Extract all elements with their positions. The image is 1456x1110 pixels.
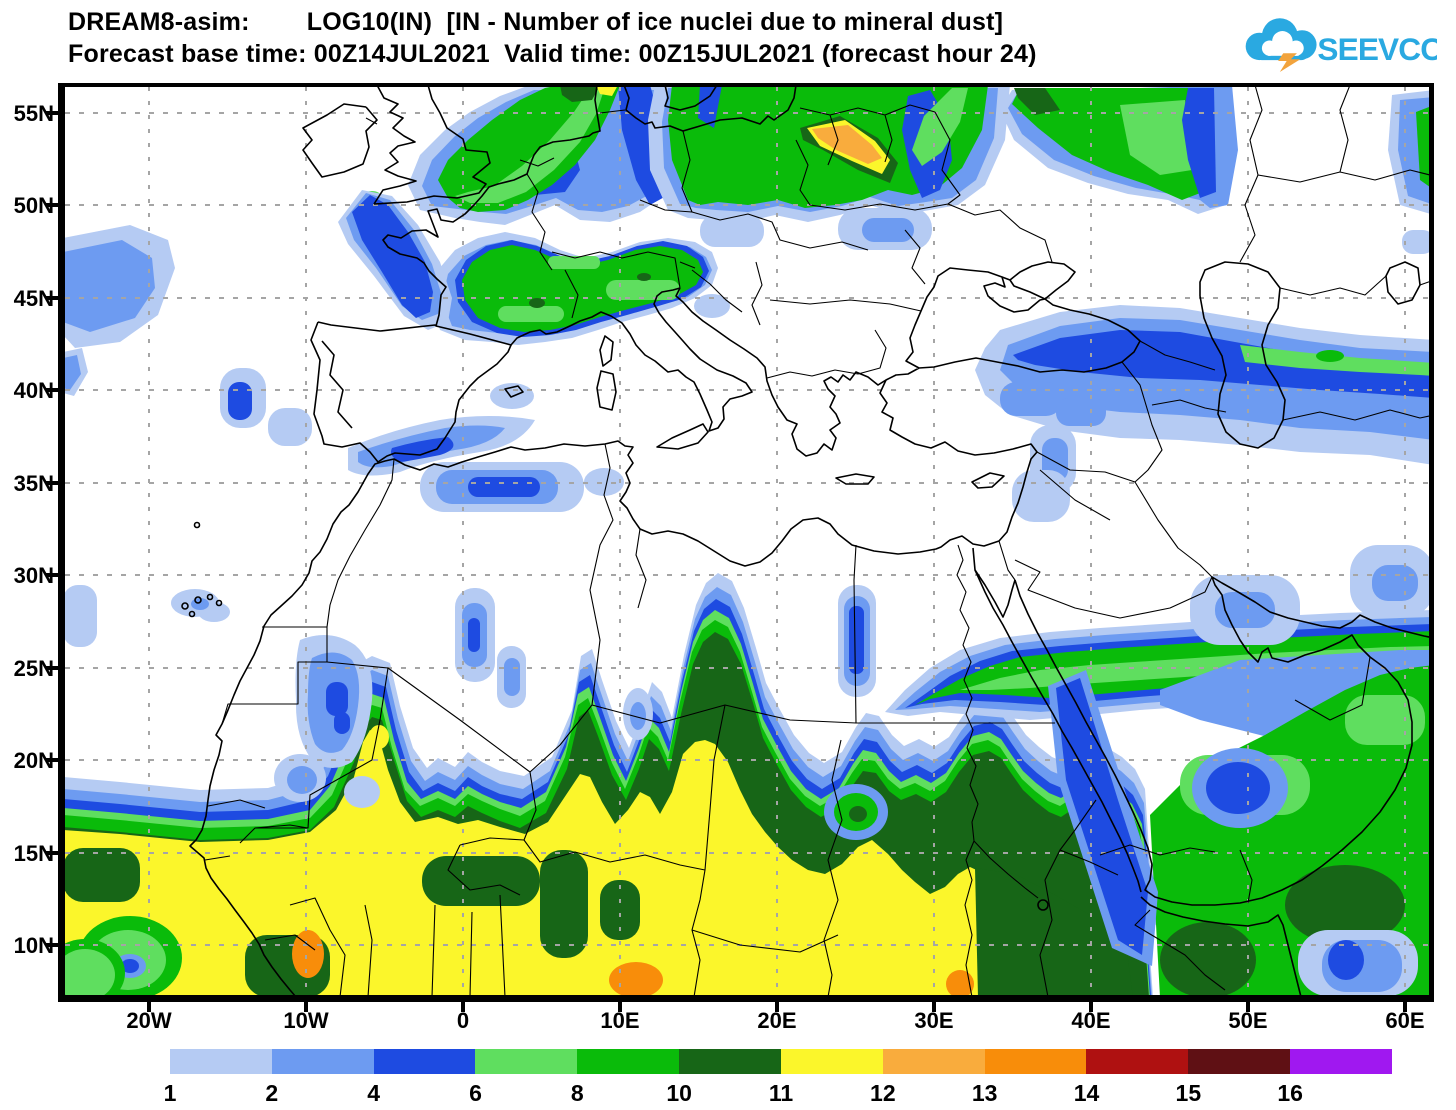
lat-tick-label: 25N — [13, 656, 54, 681]
colorbar-segment — [373, 1049, 476, 1074]
map-frame — [46, 83, 1434, 1012]
colorbar-segment — [271, 1049, 374, 1074]
chart-title-line1: DREAM8-asim: LOG10(IN) [IN - Number of i… — [68, 8, 1004, 36]
lat-tick-label: 55N — [13, 101, 54, 126]
lon-tick-label: 30E — [914, 1008, 954, 1033]
lat-tick-label: 20N — [13, 748, 54, 773]
colorbar-level-label: 14 — [1073, 1080, 1100, 1106]
colorbar-level-label: 13 — [971, 1080, 998, 1106]
colorbar-segment — [1290, 1049, 1392, 1074]
lat-tick-label: 30N — [13, 563, 54, 588]
colorbar-level-label: 1 — [163, 1080, 177, 1106]
colorbar-level-label: 6 — [469, 1080, 482, 1106]
colorbar-level-label: 12 — [870, 1080, 896, 1106]
axis-ticks — [46, 111, 1407, 1012]
lightning-bolt-icon — [1278, 53, 1301, 73]
colorbar-level-label: 10 — [666, 1080, 692, 1106]
cloud-icon — [1245, 18, 1317, 73]
colorbar — [170, 1049, 1392, 1074]
lon-tick-label: 20W — [126, 1008, 172, 1033]
lon-tick-label: 50E — [1228, 1008, 1268, 1033]
colorbar-level-label: 11 — [768, 1080, 794, 1106]
colorbar-segment — [170, 1049, 272, 1074]
lat-tick-label: 40N — [13, 378, 54, 403]
lat-tick-label: 10N — [13, 933, 54, 958]
colorbar-segment — [984, 1049, 1087, 1074]
colorbar-level-label: 16 — [1277, 1080, 1303, 1106]
arabia-horn-plume — [1048, 545, 1429, 995]
lon-tick-label: 20E — [757, 1008, 797, 1033]
caucasus-blue-band — [975, 305, 1429, 522]
lat-tick-label: 15N — [13, 841, 54, 866]
lat-tick-label: 50N — [13, 193, 54, 218]
lon-tick-label: 0 — [456, 1008, 470, 1033]
country-borders — [204, 87, 1429, 995]
france-alps-plume — [338, 190, 730, 345]
logo-text: SEEVCCC — [1317, 31, 1437, 67]
lon-tick-label: 60E — [1385, 1008, 1425, 1033]
sahel-dust-plume — [65, 573, 1153, 995]
lon-tick-label: 40E — [1071, 1008, 1111, 1033]
colorbar-segment — [882, 1049, 985, 1074]
colorbar-segment — [577, 1049, 680, 1074]
chart-title-line2: Forecast base time: 00Z14JUL2021 Valid t… — [68, 40, 1037, 68]
colorbar-segment — [1188, 1049, 1291, 1074]
colorbar-segment — [1086, 1049, 1189, 1074]
lat-tick-label: 45N — [13, 286, 54, 311]
colorbar-level-label: 15 — [1175, 1080, 1202, 1106]
gridlines — [65, 87, 1429, 995]
colorbar-level-label: 8 — [570, 1080, 584, 1106]
lat-tick-label: 35N — [13, 471, 54, 496]
lon-tick-label: 10W — [283, 1008, 329, 1033]
colorbar-level-label: 2 — [265, 1080, 279, 1106]
seevccc-logo: SEEVCCC — [1245, 18, 1437, 73]
colorbar-segment — [780, 1049, 883, 1074]
colorbar-segment — [475, 1049, 578, 1074]
colorbar-level-label: 4 — [367, 1080, 381, 1106]
lon-tick-label: 10E — [600, 1008, 640, 1033]
colorbar-segment — [679, 1049, 781, 1074]
